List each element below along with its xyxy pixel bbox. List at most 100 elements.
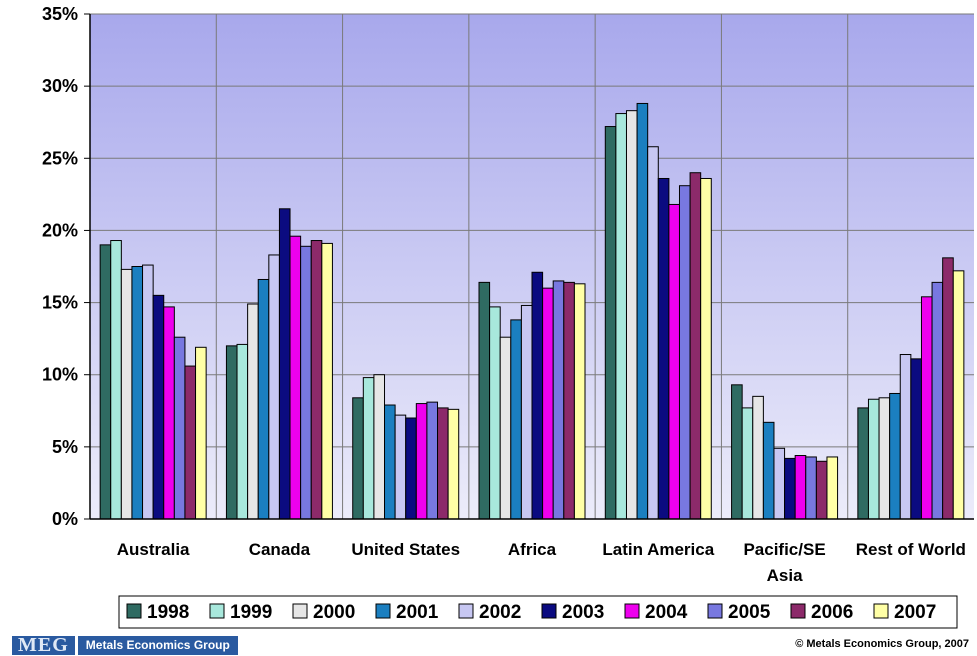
legend-label: 1998 (147, 602, 189, 623)
bar (184, 365, 197, 520)
bar (604, 126, 617, 520)
y-tick-label: 0% (52, 509, 78, 529)
bar (815, 460, 828, 520)
bar (625, 110, 638, 520)
bar (289, 235, 302, 520)
bar (762, 421, 775, 520)
bar (499, 336, 512, 520)
bar (510, 319, 522, 520)
legend-box (118, 595, 958, 629)
legend-label: 2001 (396, 602, 439, 623)
y-tick-label: 5% (52, 437, 78, 457)
bar (394, 414, 407, 520)
bar (99, 244, 112, 520)
bar (668, 203, 680, 520)
legend-swatch (541, 603, 557, 619)
bar (867, 398, 880, 520)
bar (321, 242, 333, 520)
bar (268, 254, 280, 520)
legend-swatch (624, 603, 640, 619)
bar (225, 345, 238, 520)
bar (942, 257, 954, 520)
chart: 0% 5% 10% 15% 20% 25% 30% 35% Australia Canada Un… (42, 4, 974, 629)
bar (878, 397, 891, 520)
bar (931, 281, 944, 520)
bar (300, 245, 312, 520)
bar (447, 408, 460, 520)
bar (257, 278, 270, 520)
category-label: Canada (249, 540, 311, 559)
category-label: Pacific/SE Asia (743, 540, 825, 585)
legend-swatch (873, 603, 889, 619)
legend-label: 2000 (313, 602, 355, 623)
bar (173, 336, 186, 520)
y-tick-label: 30% (42, 76, 78, 96)
y-tick-label: 15% (42, 293, 78, 313)
bar (773, 447, 786, 520)
axes (84, 13, 974, 520)
logo-mark: MEG (12, 635, 75, 655)
bar (752, 395, 764, 520)
bar (741, 407, 754, 520)
legend-label: 2007 (894, 602, 936, 623)
bar (163, 306, 175, 520)
legend-swatch (292, 603, 308, 619)
bar (794, 455, 807, 520)
legend-label: 2004 (645, 602, 688, 623)
y-tick-label: 10% (42, 365, 78, 385)
bar (362, 377, 375, 520)
legend-label: 2003 (562, 602, 604, 623)
bar (542, 287, 554, 520)
legend: 1998 1999 2000 2001 2002 2003 2004 2005 2006 2007 (118, 595, 958, 629)
bar (405, 417, 417, 520)
bar (310, 240, 323, 520)
bar (678, 185, 691, 520)
bar (426, 401, 439, 520)
bar (247, 303, 259, 520)
category-label: United States (351, 540, 460, 559)
bar (647, 146, 659, 520)
bar (531, 271, 544, 520)
y-tick-label: 20% (42, 220, 78, 240)
bar (131, 266, 144, 520)
bar (731, 384, 743, 520)
bar (700, 177, 712, 520)
bar (910, 358, 922, 520)
legend-swatch (375, 603, 391, 619)
bar (373, 374, 386, 520)
y-tick-label: 25% (42, 148, 78, 168)
bar (352, 397, 364, 520)
company-logo: MEG Metals Economics Group (12, 635, 238, 655)
bar (920, 296, 933, 520)
bar (826, 456, 839, 520)
bar (552, 280, 565, 520)
legend-swatch (458, 603, 474, 619)
bar (142, 264, 154, 520)
bar (615, 113, 627, 520)
legend-swatch (707, 603, 723, 619)
bar (889, 392, 901, 520)
bar (805, 456, 817, 520)
category-label: Rest of World (856, 540, 966, 559)
bar (689, 172, 702, 520)
legend-label: 2005 (728, 602, 771, 623)
legend-swatch (790, 603, 806, 619)
bar (636, 102, 649, 520)
legend-label: 1999 (230, 602, 272, 623)
bar (657, 177, 670, 520)
bar (278, 208, 291, 520)
bars (99, 102, 965, 520)
legend-label: 2006 (811, 602, 853, 623)
bar (152, 294, 165, 520)
category-label: Africa (508, 540, 557, 559)
bar (573, 283, 586, 520)
bar (478, 281, 491, 520)
category-label: Australia (117, 540, 190, 559)
bar (384, 404, 396, 520)
bar (563, 281, 575, 520)
y-tick-label: 35% (42, 4, 78, 24)
category-labels: Australia Canada United States Africa Latin … (117, 540, 966, 585)
y-tick-labels: 0% 5% 10% 15% 20% 25% 30% 35% (42, 4, 78, 529)
bar (784, 457, 796, 520)
bar (899, 354, 912, 520)
